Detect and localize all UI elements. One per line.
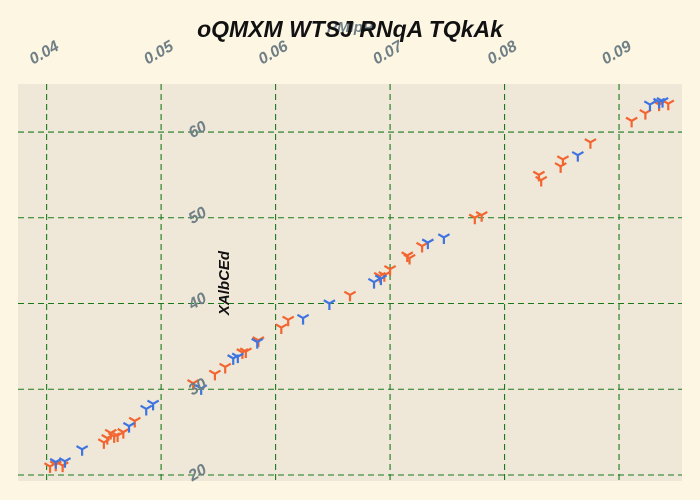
- scatter-markers: [43, 96, 675, 473]
- scatter-point: [643, 100, 657, 112]
- scatter-point: [343, 290, 357, 302]
- scatter-point: [75, 445, 89, 456]
- scatter-point: [584, 138, 597, 149]
- y-tick-label: 50: [186, 204, 210, 228]
- scatter-point: [374, 274, 388, 286]
- scatter-point: [656, 96, 669, 108]
- scatter-point: [186, 379, 200, 390]
- y-tick-label: 30: [186, 375, 210, 399]
- scatter-point: [475, 210, 488, 222]
- scatter-point: [128, 416, 141, 428]
- x-tick-label: 0.06: [256, 38, 292, 68]
- scatter-point: [535, 175, 548, 187]
- scatter-point: [219, 362, 232, 374]
- scatter-point: [231, 352, 244, 364]
- x-axis-label: PMIpP: [327, 19, 374, 36]
- x-tick-label: 0.07: [370, 37, 406, 68]
- x-tick-label: 0.05: [141, 37, 177, 68]
- scatter-point: [140, 404, 153, 416]
- scatter-point: [437, 233, 451, 244]
- scatter-point: [571, 150, 584, 162]
- scatter-point: [323, 299, 336, 311]
- scatter-point: [58, 457, 72, 468]
- scatter-point: [251, 337, 264, 349]
- scatter-point: [239, 347, 252, 359]
- y-axis-label: XAlbCEd: [216, 250, 233, 316]
- scatter-point: [367, 277, 381, 289]
- plot-area: [18, 84, 682, 481]
- scatter-point: [275, 323, 288, 335]
- scatter-point: [556, 155, 570, 166]
- scatter-point: [208, 369, 222, 381]
- x-tick-label: 0.09: [599, 38, 635, 68]
- scatter-point: [403, 253, 416, 265]
- scatter-point: [146, 399, 160, 411]
- scatter-point: [421, 238, 435, 250]
- scatter-point: [282, 315, 295, 327]
- scatter-point: [383, 265, 397, 276]
- scatter-point: [625, 116, 638, 128]
- x-tick-label: 0.08: [485, 38, 521, 68]
- y-tick-label: 60: [186, 118, 210, 142]
- grid-lines: [18, 84, 682, 481]
- x-tick-label: 0.04: [27, 38, 63, 68]
- scatter-point: [296, 313, 310, 325]
- scatter-point: [194, 384, 208, 395]
- chart-title: oQMXM WTSJ RNqA TQkAk: [197, 16, 504, 42]
- scatter-point: [122, 421, 136, 433]
- x-tick-labels: 0.04 0.05 0.06 0.07 0.08 0.09: [27, 37, 635, 68]
